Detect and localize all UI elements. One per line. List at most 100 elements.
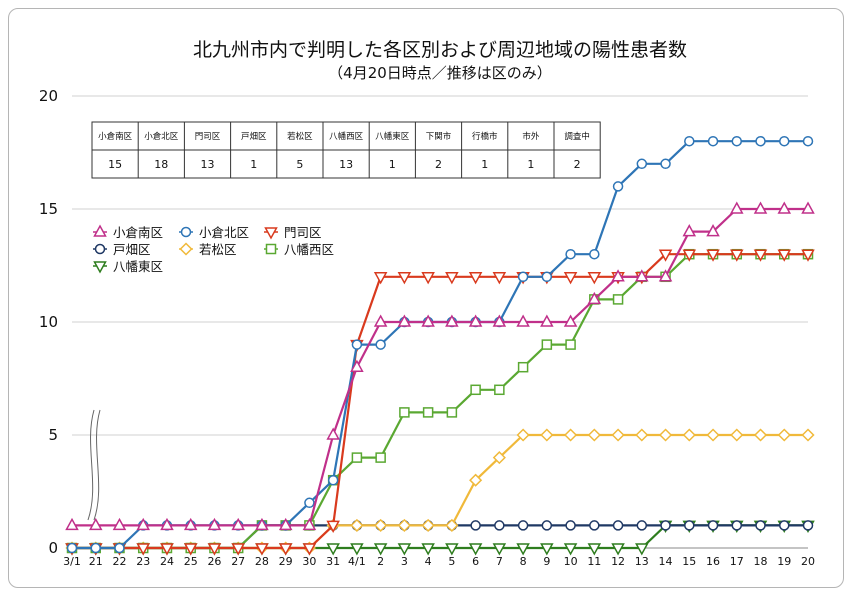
y-tick-label: 15 (39, 200, 58, 218)
data-point (802, 520, 814, 531)
legend-item: 八幡西区 (264, 242, 334, 257)
table-value-cell: 13 (339, 158, 353, 171)
data-point (326, 543, 340, 556)
x-tick-label: 25 (184, 555, 198, 568)
data-point (136, 517, 150, 531)
x-tick-label: 13 (635, 555, 649, 568)
data-point (88, 517, 103, 531)
x-tick-label: 18 (754, 555, 768, 568)
x-tick-label: 30 (302, 555, 316, 568)
data-point (684, 520, 695, 531)
series-line (72, 433, 808, 550)
legend-marker (179, 242, 193, 256)
data-point (682, 249, 697, 262)
data-point (375, 452, 386, 463)
data-point (421, 272, 435, 285)
x-tick-label: 29 (279, 555, 293, 568)
x-tick-label: 22 (112, 555, 126, 568)
data-point (658, 269, 673, 282)
data-point (660, 520, 671, 531)
data-point (255, 517, 269, 531)
x-tick-label: 20 (801, 555, 815, 568)
y-tick-label: 20 (39, 87, 58, 105)
series-line (72, 207, 808, 527)
data-point (492, 272, 507, 285)
data-point (470, 520, 481, 531)
legend-label: 戸畑区 (113, 242, 151, 257)
data-point (516, 428, 530, 442)
x-tick-label: 4/1 (348, 555, 366, 568)
x-tick-label: 16 (706, 555, 720, 568)
data-point (731, 520, 743, 531)
data-point (587, 291, 602, 305)
data-point (397, 543, 412, 556)
data-point (470, 384, 481, 396)
data-point (350, 543, 364, 556)
table-value-cell: 2 (574, 158, 581, 171)
x-tick-label: 2 (377, 555, 384, 568)
y-tick-label: 10 (39, 313, 58, 331)
data-point (636, 158, 648, 170)
data-point (492, 451, 506, 465)
data-point (730, 249, 744, 262)
table-header-cell: 下関市 (426, 131, 452, 142)
data-point (611, 428, 625, 442)
table-header-cell: 調査中 (564, 131, 590, 142)
data-point (231, 543, 245, 556)
data-point (755, 135, 766, 147)
legend-label: 小倉北区 (199, 225, 249, 240)
data-point (540, 543, 554, 556)
x-tick-label: 27 (231, 555, 245, 568)
x-tick-label: 28 (255, 555, 269, 568)
x-tick-label: 9 (543, 555, 550, 568)
data-point (207, 517, 222, 531)
data-point (517, 271, 529, 283)
table-value-cell: 1 (389, 158, 396, 171)
legend-marker (93, 224, 107, 237)
axis-break-mark (87, 409, 101, 521)
axis-break-line (93, 409, 101, 521)
data-point (755, 520, 766, 531)
x-tick-label: 19 (777, 555, 791, 568)
x-tick-label: 5 (448, 555, 455, 568)
data-point (516, 314, 530, 327)
series-1 (65, 201, 815, 531)
x-tick-label: 10 (564, 555, 578, 568)
x-tick-label: 21 (89, 555, 103, 568)
legend-label: 八幡東区 (113, 259, 163, 274)
table-header-cell: 行橋市 (472, 131, 498, 142)
data-point (753, 249, 768, 262)
data-point (540, 428, 554, 442)
legend-item: 小倉南区 (93, 224, 163, 240)
x-tick-label: 24 (160, 555, 174, 568)
table-header-cell: 市外 (522, 131, 540, 142)
data-point (777, 201, 792, 214)
data-point (563, 543, 578, 556)
chart-title: 北九州市内で判明した各区別および周辺地域の陽性患者数 (193, 39, 687, 61)
series-5 (65, 428, 815, 555)
data-point (612, 181, 624, 192)
data-point (446, 407, 458, 418)
legend-marker (265, 243, 277, 255)
data-point (589, 520, 600, 531)
data-point (373, 543, 388, 556)
data-point (635, 428, 649, 442)
data-point (183, 543, 198, 556)
data-point (682, 428, 696, 442)
series-line (72, 524, 808, 550)
data-point (397, 518, 411, 532)
chart-frame (8, 8, 844, 588)
table-value-cell: 18 (154, 158, 168, 171)
data-point (565, 339, 576, 350)
data-point (802, 135, 814, 147)
data-point (160, 543, 174, 556)
data-point (326, 427, 340, 440)
x-tick-label: 26 (207, 555, 221, 568)
y-tick-label: 0 (48, 539, 58, 557)
y-axis-ticks: 0 5 10 15 20 (39, 87, 58, 557)
data-point (517, 520, 529, 531)
data-point (660, 158, 671, 170)
data-point (327, 474, 339, 486)
data-point (90, 542, 101, 554)
